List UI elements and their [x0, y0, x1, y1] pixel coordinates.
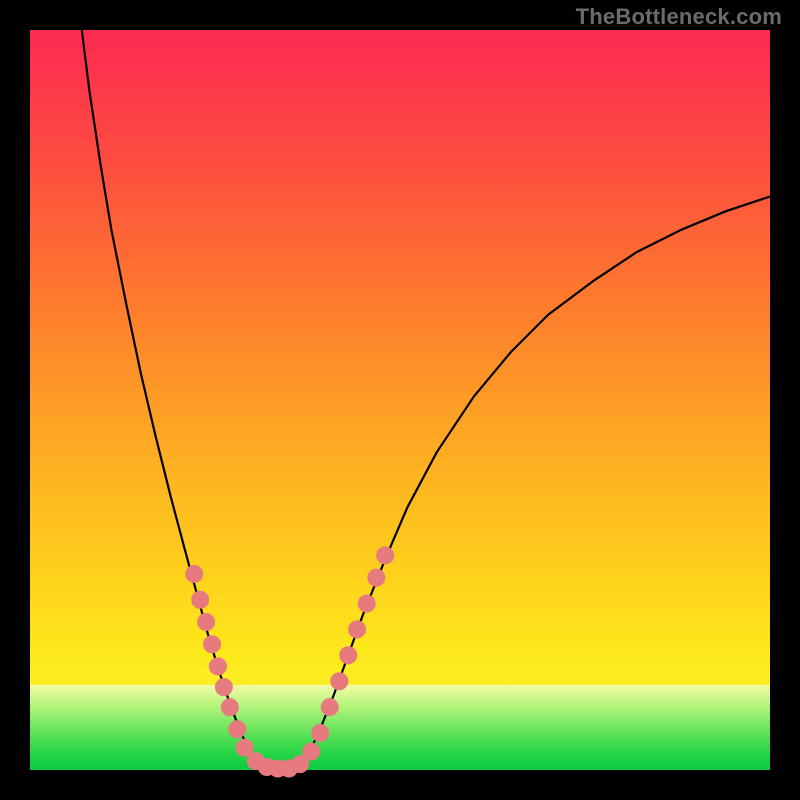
curve-marker	[198, 614, 215, 631]
curve-marker	[331, 673, 348, 690]
bottom-band	[30, 685, 770, 770]
curve-marker	[312, 725, 329, 742]
plot-background-gradient	[30, 30, 770, 770]
curve-marker	[192, 591, 209, 608]
curve-marker	[221, 699, 238, 716]
curve-marker	[303, 743, 320, 760]
chart-svg	[0, 0, 800, 800]
curve-marker	[186, 565, 203, 582]
curve-marker	[229, 721, 246, 738]
curve-marker	[321, 699, 338, 716]
watermark-text: TheBottleneck.com	[576, 4, 782, 30]
curve-marker	[368, 569, 385, 586]
curve-marker	[377, 547, 394, 564]
curve-marker	[340, 647, 357, 664]
curve-marker	[209, 658, 226, 675]
curve-marker	[215, 679, 232, 696]
curve-marker	[358, 595, 375, 612]
curve-marker	[349, 621, 366, 638]
chart-stage: TheBottleneck.com	[0, 0, 800, 800]
curve-marker	[204, 636, 221, 653]
